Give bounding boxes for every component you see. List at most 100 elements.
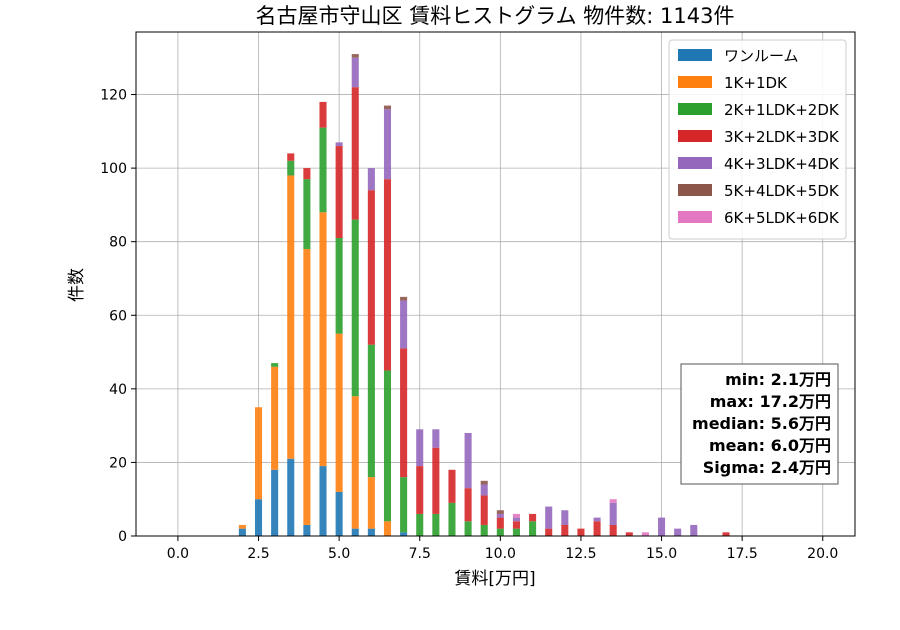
histogram-bar: [432, 513, 440, 536]
histogram-bar: [496, 517, 504, 529]
histogram-bar: [335, 146, 343, 239]
legend-label: 6K+5LDK+6DK: [724, 209, 840, 227]
histogram-bar: [448, 469, 456, 503]
stats-line: mean: 6.0万円: [709, 436, 831, 455]
histogram-bar: [448, 502, 456, 536]
histogram-bar: [480, 524, 488, 536]
histogram-bar: [480, 484, 488, 496]
histogram-bar: [464, 521, 472, 536]
histogram-bar: [641, 532, 649, 536]
histogram-bar: [432, 447, 440, 514]
legend-box: [668, 39, 847, 240]
legend-label: ワンルーム: [724, 47, 799, 65]
histogram-bar: [367, 344, 375, 478]
histogram-bar: [625, 532, 633, 536]
histogram-bars: [238, 54, 730, 536]
histogram-bar: [496, 510, 504, 514]
histogram-bar: [609, 502, 617, 525]
histogram-bar: [303, 168, 311, 180]
legend-swatch: [678, 157, 712, 169]
stats-box-frame: [680, 363, 839, 485]
x-tick-label: 5.0: [328, 546, 350, 562]
histogram-bar: [367, 528, 375, 536]
legend-swatch: [678, 184, 712, 196]
histogram-bar: [335, 238, 343, 334]
histogram-bar: [496, 513, 504, 518]
legend-swatch: [678, 211, 712, 223]
legend-label: 2K+1LDK+2DK: [724, 101, 840, 119]
legend: ワンルーム 1K+1DK 2K+1LDK+2DK 3K+2LDK+3DK 4K+3LDK…: [668, 39, 847, 240]
histogram-bar: [416, 466, 424, 514]
stats-line: max: 17.2万円: [710, 392, 831, 411]
x-axis-label: 賃料[万円]: [454, 569, 535, 589]
histogram-bar: [271, 366, 279, 470]
histogram-bar: [383, 521, 392, 536]
legend-swatch: [678, 49, 712, 61]
histogram-bar: [400, 348, 408, 478]
y-tick-label: 20: [109, 455, 127, 471]
x-tick-label: 2.5: [247, 546, 269, 562]
y-tick-label: 80: [109, 235, 127, 251]
histogram-bar: [400, 477, 408, 533]
histogram-bar: [529, 521, 537, 536]
chart-title: 名古屋市守山区 賃料ヒストグラム 物件数: 1143件: [256, 4, 735, 28]
histogram-bar: [254, 499, 263, 536]
histogram-bar: [303, 524, 311, 536]
histogram-bar: [480, 480, 488, 485]
histogram-bar: [238, 528, 246, 536]
y-axis-ticks: 0 20 40 60 80 100 120: [100, 88, 136, 545]
histogram-bar: [400, 532, 408, 536]
histogram-bar: [335, 491, 343, 536]
histogram-bar: [383, 105, 392, 110]
y-tick-label: 100: [100, 161, 127, 177]
histogram-bar: [512, 528, 520, 536]
legend-swatch: [678, 76, 712, 88]
histogram-bar: [383, 179, 392, 371]
stats-box: min: 2.1万円 max: 17.2万円 median: 5.6万円 mean: …: [680, 363, 839, 485]
histogram-bar: [287, 458, 295, 536]
histogram-bar: [303, 249, 311, 525]
histogram-bar: [287, 175, 295, 459]
histogram-bar: [512, 521, 520, 529]
legend-label: 4K+3LDK+4DK: [724, 155, 840, 173]
stats-line: median: 5.6万円: [692, 414, 831, 433]
histogram-bar: [254, 407, 263, 500]
x-tick-label: 7.5: [409, 546, 431, 562]
legend-swatch: [678, 103, 712, 115]
histogram-bar: [335, 333, 343, 492]
histogram-bar: [383, 109, 392, 180]
histogram-bar: [609, 524, 617, 536]
histogram-bar: [480, 495, 488, 525]
histogram-bar: [496, 528, 504, 536]
histogram-bar: [674, 528, 682, 536]
stats-line: min: 2.1万円: [725, 370, 831, 389]
histogram-bar: [400, 300, 408, 349]
plot-frame: [135, 31, 856, 537]
histogram-bar: [561, 510, 569, 525]
histogram-bar: [335, 142, 343, 147]
histogram-bar: [658, 517, 666, 536]
histogram-bar: [383, 370, 392, 522]
y-tick-label: 60: [109, 308, 127, 324]
histogram-bar: [319, 212, 327, 467]
legend-label: 3K+2LDK+3DK: [724, 128, 840, 146]
y-tick-label: 0: [118, 529, 127, 545]
histogram-bar: [351, 396, 359, 529]
histogram-bar: [722, 532, 730, 536]
histogram-bar: [351, 219, 359, 397]
histogram-bar: [351, 57, 359, 88]
histogram-bar: [512, 517, 520, 522]
histogram-bar: [351, 54, 359, 58]
histogram-bar: [464, 432, 472, 489]
x-axis-ticks: 0.0 2.5 5.0 7.5 10.0 12.5 15.0 17.5 20.0: [167, 536, 838, 562]
y-tick-label: 40: [109, 382, 127, 398]
legend-label: 1K+1DK: [724, 74, 788, 92]
x-tick-label: 17.5: [727, 546, 758, 562]
histogram-bar: [690, 524, 698, 536]
x-tick-label: 20.0: [807, 546, 838, 562]
histogram-bar: [529, 513, 537, 522]
x-tick-label: 15.0: [646, 546, 677, 562]
histogram-bar: [319, 101, 327, 128]
histogram-bar: [416, 429, 424, 467]
